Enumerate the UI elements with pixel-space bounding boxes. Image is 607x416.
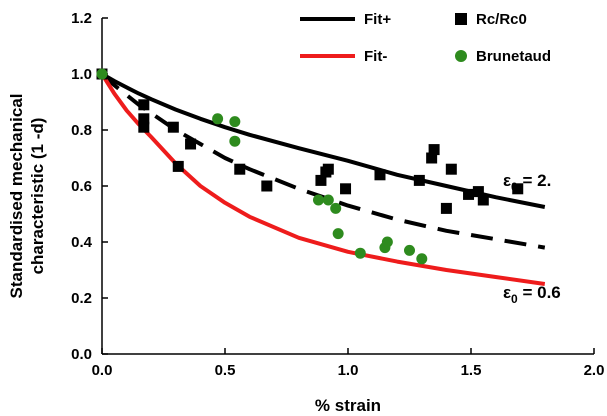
data-point-square bbox=[138, 113, 150, 125]
data-point-square bbox=[261, 180, 273, 192]
y-tick-label: 0.0 bbox=[71, 346, 92, 363]
y-tick-label: 0.2 bbox=[71, 290, 92, 307]
x-tick-label: 1.0 bbox=[338, 362, 359, 379]
legend-label: Fit+ bbox=[364, 11, 391, 28]
line-path bbox=[100, 72, 546, 250]
curve-annotation: ε0 = 0.6 bbox=[503, 283, 561, 306]
data-point-circle bbox=[96, 68, 108, 80]
series-line-dashed-fit bbox=[100, 72, 546, 250]
data-point-square bbox=[172, 160, 184, 172]
data-point-square bbox=[315, 174, 327, 186]
x-tick-label: 0.5 bbox=[215, 362, 236, 379]
data-point-square bbox=[374, 169, 386, 181]
data-point-square bbox=[477, 194, 489, 206]
data-point-square bbox=[234, 163, 246, 175]
legend-item: Fit- bbox=[300, 48, 387, 65]
data-point-circle bbox=[381, 236, 393, 248]
curve-annotation: ε0 = 2. bbox=[503, 171, 551, 194]
data-point-square bbox=[445, 163, 457, 175]
data-point-square bbox=[340, 183, 352, 195]
data-point-circle bbox=[354, 247, 366, 259]
series-line-fit- bbox=[101, 72, 546, 209]
data-point-square bbox=[428, 144, 440, 156]
line-path bbox=[101, 72, 546, 209]
y-axis-title: Standardised mechanical characteristic (1… bbox=[7, 93, 47, 298]
data-point-square bbox=[463, 188, 475, 200]
data-point-square bbox=[512, 183, 524, 195]
y-tick-label: 0.6 bbox=[71, 178, 92, 195]
legend-item: Rc/Rc0 bbox=[455, 11, 527, 28]
data-point-square bbox=[185, 138, 197, 150]
data-point-circle bbox=[404, 244, 415, 256]
data-point-square bbox=[440, 202, 452, 214]
data-point-square bbox=[322, 163, 334, 175]
data-point-square bbox=[167, 121, 179, 133]
x-tick-label: 1.5 bbox=[461, 362, 482, 379]
data-point-circle bbox=[416, 253, 428, 265]
legend-swatch bbox=[455, 13, 467, 25]
legend-item: Brunetaud bbox=[455, 48, 551, 65]
y-tick-label: 0.8 bbox=[71, 122, 92, 139]
legend-item: Fit+ bbox=[300, 11, 391, 28]
data-point-circle bbox=[229, 116, 241, 128]
x-axis-title: % strain bbox=[315, 396, 381, 415]
x-tick-label: 0.0 bbox=[92, 362, 113, 379]
y-tick-label: 1.0 bbox=[71, 66, 92, 83]
legend-swatch bbox=[455, 50, 467, 62]
data-point-circle bbox=[212, 113, 224, 125]
legend-label: Fit- bbox=[364, 48, 387, 65]
legend-label: Rc/Rc0 bbox=[476, 11, 527, 28]
data-point-circle bbox=[332, 228, 344, 240]
line-path bbox=[100, 72, 546, 286]
series-line-fit- bbox=[100, 72, 546, 286]
legend-label: Brunetaud bbox=[476, 48, 551, 65]
data-point-square bbox=[413, 174, 425, 186]
data-point-circle bbox=[330, 202, 342, 214]
data-point-circle bbox=[312, 194, 324, 206]
data-point-square bbox=[472, 186, 484, 198]
legend: Fit+ Fit- Rc/Rc0 Brunetaud bbox=[300, 11, 551, 65]
data-point-square bbox=[138, 99, 150, 111]
series-points-brunetaud bbox=[96, 68, 428, 265]
data-point-square bbox=[426, 152, 438, 164]
data-point-square bbox=[138, 121, 150, 133]
x-tick-label: 2.0 bbox=[584, 362, 605, 379]
data-point-circle bbox=[229, 135, 241, 147]
data-point-circle bbox=[322, 194, 334, 206]
y-tick-label: 0.4 bbox=[71, 234, 93, 251]
y-tick-label: 1.2 bbox=[71, 10, 92, 27]
series-points-rc-rc0 bbox=[96, 68, 524, 214]
